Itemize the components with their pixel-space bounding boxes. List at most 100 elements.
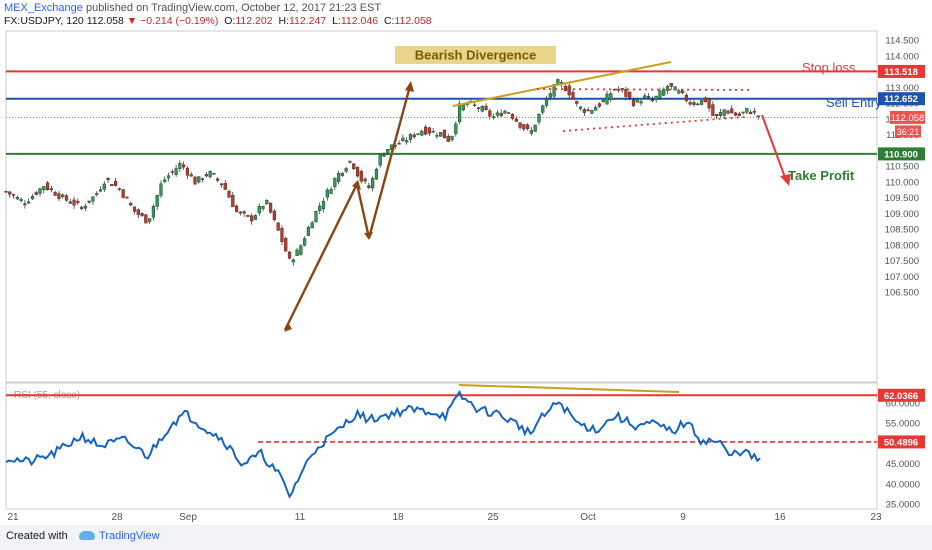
candle-body bbox=[193, 176, 197, 185]
candle-body bbox=[378, 153, 382, 166]
candle-body bbox=[526, 124, 530, 129]
candle-body bbox=[416, 133, 420, 135]
candle-body bbox=[677, 90, 681, 94]
candle-body bbox=[140, 213, 144, 216]
candle-body bbox=[733, 112, 738, 116]
candle-body bbox=[582, 109, 586, 113]
candle-body bbox=[552, 84, 556, 97]
candle-body bbox=[23, 203, 27, 206]
candle-body bbox=[253, 215, 258, 220]
candle-body bbox=[529, 130, 534, 134]
candle-body bbox=[280, 228, 284, 242]
candle-body bbox=[189, 174, 193, 177]
candle-body bbox=[480, 106, 484, 112]
rsi-line bbox=[5, 389, 761, 499]
rsi-level-tag bbox=[878, 435, 925, 449]
candle-body bbox=[200, 178, 205, 180]
candle-body bbox=[151, 206, 156, 218]
candle-body bbox=[114, 181, 118, 186]
publisher-link[interactable]: MEX_Exchange bbox=[4, 2, 83, 14]
candle-body bbox=[756, 115, 760, 118]
candle-body bbox=[272, 210, 276, 220]
candle-body bbox=[76, 200, 80, 203]
candle-body bbox=[250, 215, 254, 222]
x-tick-label: 21 bbox=[7, 512, 19, 523]
divergence-label: Bearish Divergence bbox=[415, 48, 536, 63]
wave-arrow-down bbox=[355, 183, 371, 239]
candle-body bbox=[745, 107, 749, 113]
candle-body bbox=[314, 210, 318, 223]
candle-body bbox=[408, 134, 413, 140]
candle-body bbox=[159, 183, 163, 196]
rsi-tick-label: 55.0000 bbox=[886, 419, 920, 430]
candle-body bbox=[163, 179, 167, 182]
candle-body bbox=[234, 205, 239, 212]
candle-body bbox=[730, 108, 734, 114]
price-tick-label: 109.500 bbox=[885, 193, 919, 204]
candle-body bbox=[238, 211, 242, 214]
candle-body bbox=[752, 111, 757, 113]
candle-body bbox=[749, 111, 753, 115]
divergence-line-price bbox=[452, 61, 672, 107]
candle-body bbox=[722, 109, 726, 116]
candle-body bbox=[132, 206, 137, 212]
candle-body bbox=[605, 93, 609, 105]
candle-body bbox=[166, 175, 171, 179]
candle-body bbox=[121, 189, 125, 198]
candle-body bbox=[699, 100, 704, 105]
candle-body bbox=[110, 183, 114, 187]
open-label: O: bbox=[224, 15, 236, 27]
candle-body bbox=[575, 100, 579, 104]
countdown-label: 36:21 bbox=[897, 127, 920, 137]
candle-body bbox=[340, 172, 345, 176]
last-price: 112.058 bbox=[86, 15, 124, 27]
candle-body bbox=[227, 190, 231, 198]
candle-body bbox=[609, 93, 613, 101]
candle-body bbox=[703, 97, 707, 103]
trading-chart[interactable]: 21 28 Sep 11 18 25 Oct 9 16 23 114.500 114.000 113.5… bbox=[0, 0, 932, 525]
candle-body bbox=[11, 194, 16, 196]
level-annotation: Sell Entry bbox=[826, 95, 882, 110]
candle-body bbox=[295, 249, 299, 256]
arrowhead-up-2 bbox=[405, 81, 414, 92]
price-tick-label: 113.000 bbox=[885, 83, 919, 94]
candle-body bbox=[488, 110, 492, 117]
level-annotation: Stop loss bbox=[802, 60, 856, 75]
candle-body bbox=[117, 188, 121, 190]
candle-body bbox=[563, 86, 568, 92]
candle-body bbox=[287, 251, 292, 259]
candle-body bbox=[212, 172, 216, 175]
candle-body bbox=[741, 111, 745, 114]
countdown-tag bbox=[895, 125, 921, 138]
candle-body bbox=[306, 227, 310, 236]
candle-body bbox=[442, 129, 447, 139]
symbol-name: FX:USDJPY, 120 bbox=[4, 15, 84, 27]
candle-body bbox=[182, 164, 186, 168]
candle-body bbox=[348, 160, 352, 163]
candle-body bbox=[129, 202, 133, 206]
divergence-label-box bbox=[395, 46, 556, 64]
candle-body bbox=[344, 168, 348, 172]
candle-body bbox=[439, 132, 443, 137]
candle-body bbox=[106, 177, 110, 181]
target-arrow-line bbox=[761, 114, 787, 181]
wave-arrow-up-2 bbox=[367, 85, 412, 239]
rsi-tick-label: 35.0000 bbox=[886, 500, 920, 511]
candle-body bbox=[310, 222, 314, 229]
candle-body bbox=[718, 112, 723, 117]
candle-body bbox=[15, 197, 19, 200]
price-tick-label: 110.500 bbox=[885, 162, 919, 173]
candle-body bbox=[72, 199, 76, 206]
candle-body bbox=[635, 98, 639, 103]
candle-body bbox=[401, 137, 405, 142]
candle-body bbox=[102, 183, 106, 190]
created-with-text: Created with bbox=[6, 530, 68, 542]
candle-body bbox=[38, 188, 42, 194]
candle-body bbox=[30, 196, 35, 200]
candle-body bbox=[95, 193, 99, 195]
price-tick-label: 109.000 bbox=[885, 209, 919, 220]
candle-body bbox=[337, 172, 341, 182]
tradingview-logo[interactable]: TradingView bbox=[79, 530, 160, 542]
candle-body bbox=[594, 107, 598, 111]
current-price-label: 112.058 bbox=[891, 113, 925, 124]
